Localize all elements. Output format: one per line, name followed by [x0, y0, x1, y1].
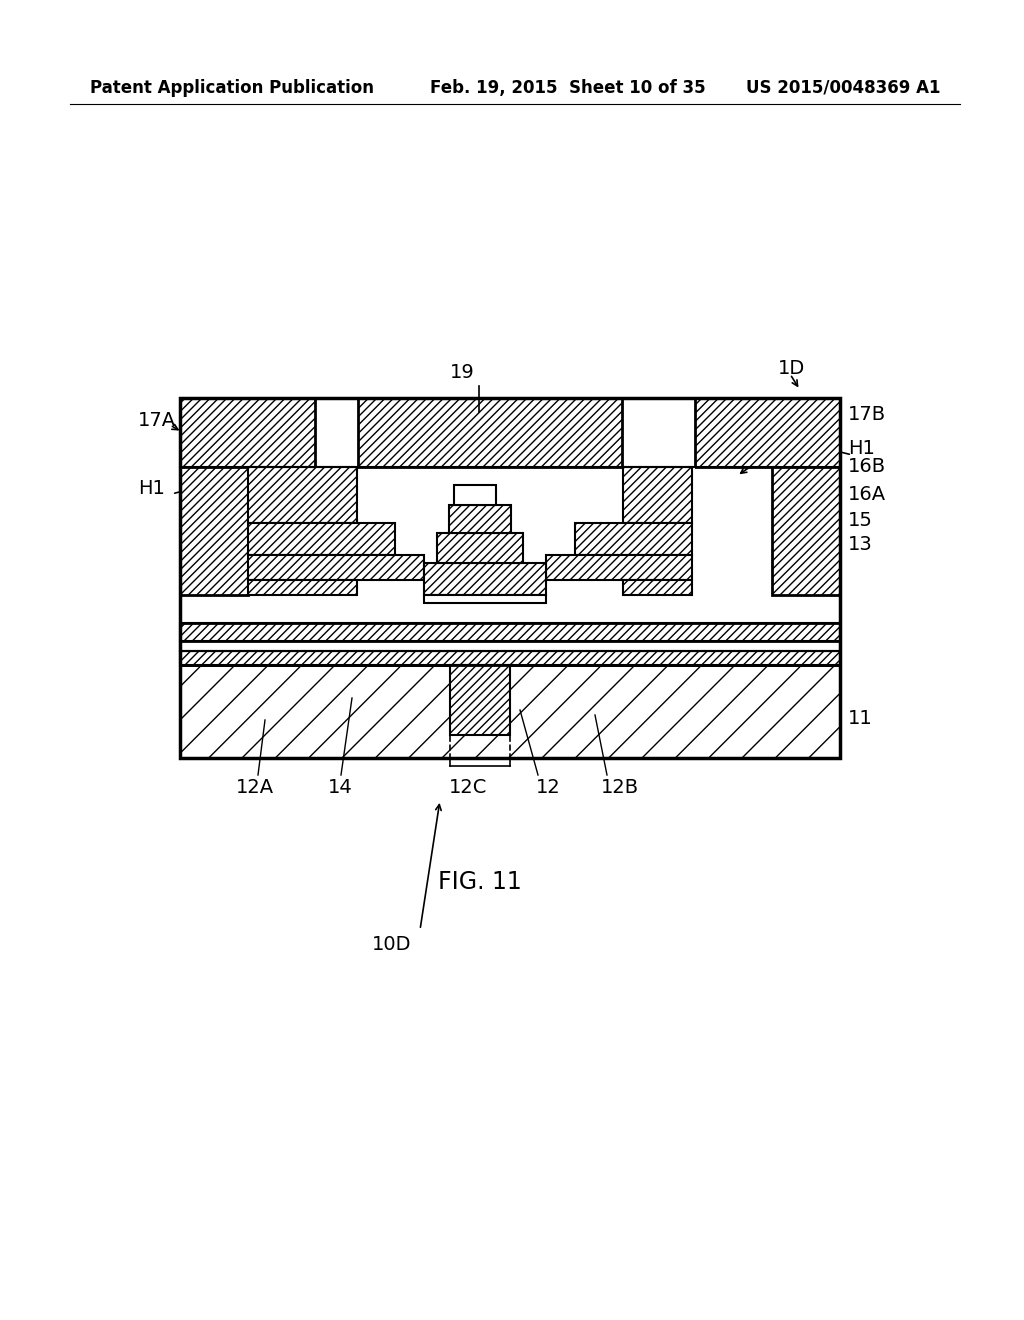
Text: 1D: 1D — [778, 359, 805, 378]
Text: US 2015/0048369 A1: US 2015/0048369 A1 — [745, 79, 940, 96]
Bar — [623, 467, 692, 523]
Text: 16B: 16B — [848, 458, 886, 477]
Text: 17B: 17B — [848, 405, 886, 425]
Text: H1: H1 — [138, 479, 165, 498]
Bar — [623, 579, 692, 595]
Bar — [180, 467, 248, 595]
Bar — [248, 467, 357, 523]
Bar — [180, 399, 840, 758]
Bar — [772, 467, 840, 595]
Bar — [180, 651, 840, 665]
Bar — [424, 564, 546, 595]
Bar — [248, 554, 424, 579]
Bar — [358, 399, 622, 467]
Text: Patent Application Publication: Patent Application Publication — [90, 79, 374, 96]
Text: 12: 12 — [536, 777, 560, 797]
Text: 13: 13 — [848, 536, 872, 554]
Bar — [180, 642, 840, 651]
Bar — [437, 533, 523, 564]
Bar — [248, 523, 395, 554]
Bar — [449, 506, 511, 533]
Text: FIG. 11: FIG. 11 — [438, 870, 522, 894]
Text: 10D: 10D — [373, 936, 412, 954]
Bar — [315, 467, 358, 527]
Bar — [180, 623, 840, 642]
Text: 12C: 12C — [449, 777, 487, 797]
Text: H1: H1 — [848, 438, 874, 458]
Bar — [248, 579, 357, 595]
Text: 15: 15 — [848, 511, 872, 529]
Bar — [695, 399, 840, 467]
Bar — [180, 399, 315, 467]
Text: 11: 11 — [848, 709, 872, 727]
Text: 19: 19 — [450, 363, 474, 383]
Text: 12B: 12B — [601, 777, 639, 797]
Text: 16A: 16A — [848, 486, 886, 504]
Bar — [622, 467, 695, 527]
Bar — [424, 595, 546, 603]
Text: Feb. 19, 2015  Sheet 10 of 35: Feb. 19, 2015 Sheet 10 of 35 — [430, 79, 706, 96]
Text: 12A: 12A — [236, 777, 274, 797]
Bar — [546, 554, 692, 579]
Bar — [450, 665, 510, 735]
Bar — [454, 484, 496, 506]
Bar — [575, 523, 692, 554]
Text: 14: 14 — [328, 777, 352, 797]
Text: 17A: 17A — [138, 411, 176, 429]
Bar — [180, 665, 840, 758]
